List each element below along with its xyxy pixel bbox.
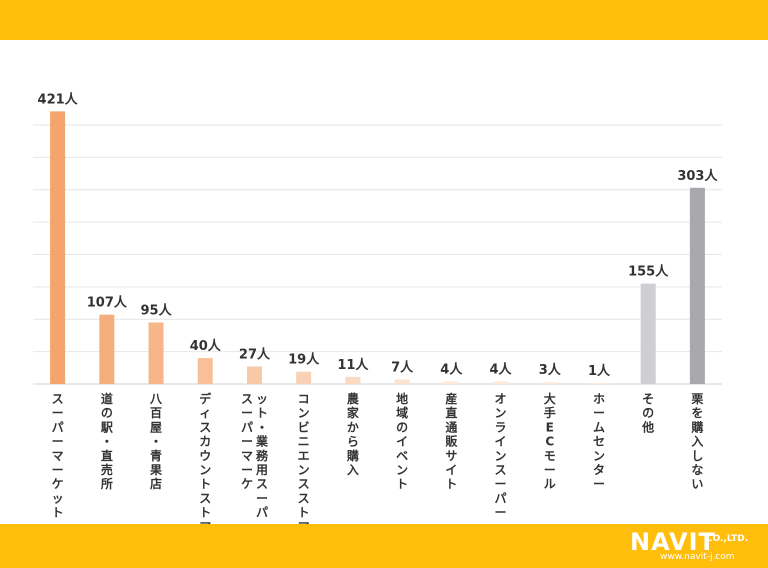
bar [345,376,361,384]
bar [394,379,410,384]
data-label: 421人 [38,91,79,107]
header-band [0,0,768,40]
category-label: その他 [641,392,654,434]
data-label: 155人 [628,264,669,280]
data-label: 3人 [539,362,562,378]
bar [296,371,312,384]
category-label: コンビニエンスストア [298,392,310,534]
category-label: ディスカウントストア [199,391,212,534]
category-label: スーパーマーケ [241,392,253,491]
category-label: 大手 E C モール [544,391,556,491]
bar [689,187,705,384]
bar [99,314,115,384]
data-label: 19人 [288,352,320,368]
bar [640,283,656,384]
bar [148,322,164,384]
logo-suffix: CO.,LTD. [706,534,749,544]
data-label: 11人 [337,357,369,373]
category-label: 農家から購入 [346,391,360,477]
category-label: ホームセンター [593,392,605,491]
category-label: オンラインスーパー [495,392,507,520]
data-label: 1人 [588,363,611,379]
bar [591,383,607,384]
bar [197,358,213,384]
category-label: 道の駅・直売所 [100,391,114,491]
data-label: 27人 [239,347,271,363]
category-label: 八百屋・青果店 [149,392,163,491]
category-label: 産直通販サイト [445,391,458,491]
category-label: 地域のイベント [396,391,408,491]
category-label: スーパーマーケット [52,392,64,520]
data-label: 303人 [677,168,718,184]
logo-url: www.navit-j.com [660,552,735,562]
data-label: 107人 [87,295,128,311]
bar [443,381,459,384]
footer-band [0,524,768,568]
data-label: 4人 [490,361,513,377]
bar [246,366,262,384]
category-label: 栗を購入しない [690,392,703,491]
data-label: 40人 [190,338,222,354]
bar [50,111,66,384]
bar [542,382,558,384]
data-label: 7人 [391,359,414,375]
data-label: 4人 [440,361,463,377]
data-label: 95人 [140,302,172,318]
category-label: ット・業務用スーパー [255,392,269,534]
logo-text: NAVIT [630,528,716,556]
navit-logo: NAVIT CO.,LTD. www.navit-j.com [630,528,760,564]
bar [493,381,509,384]
